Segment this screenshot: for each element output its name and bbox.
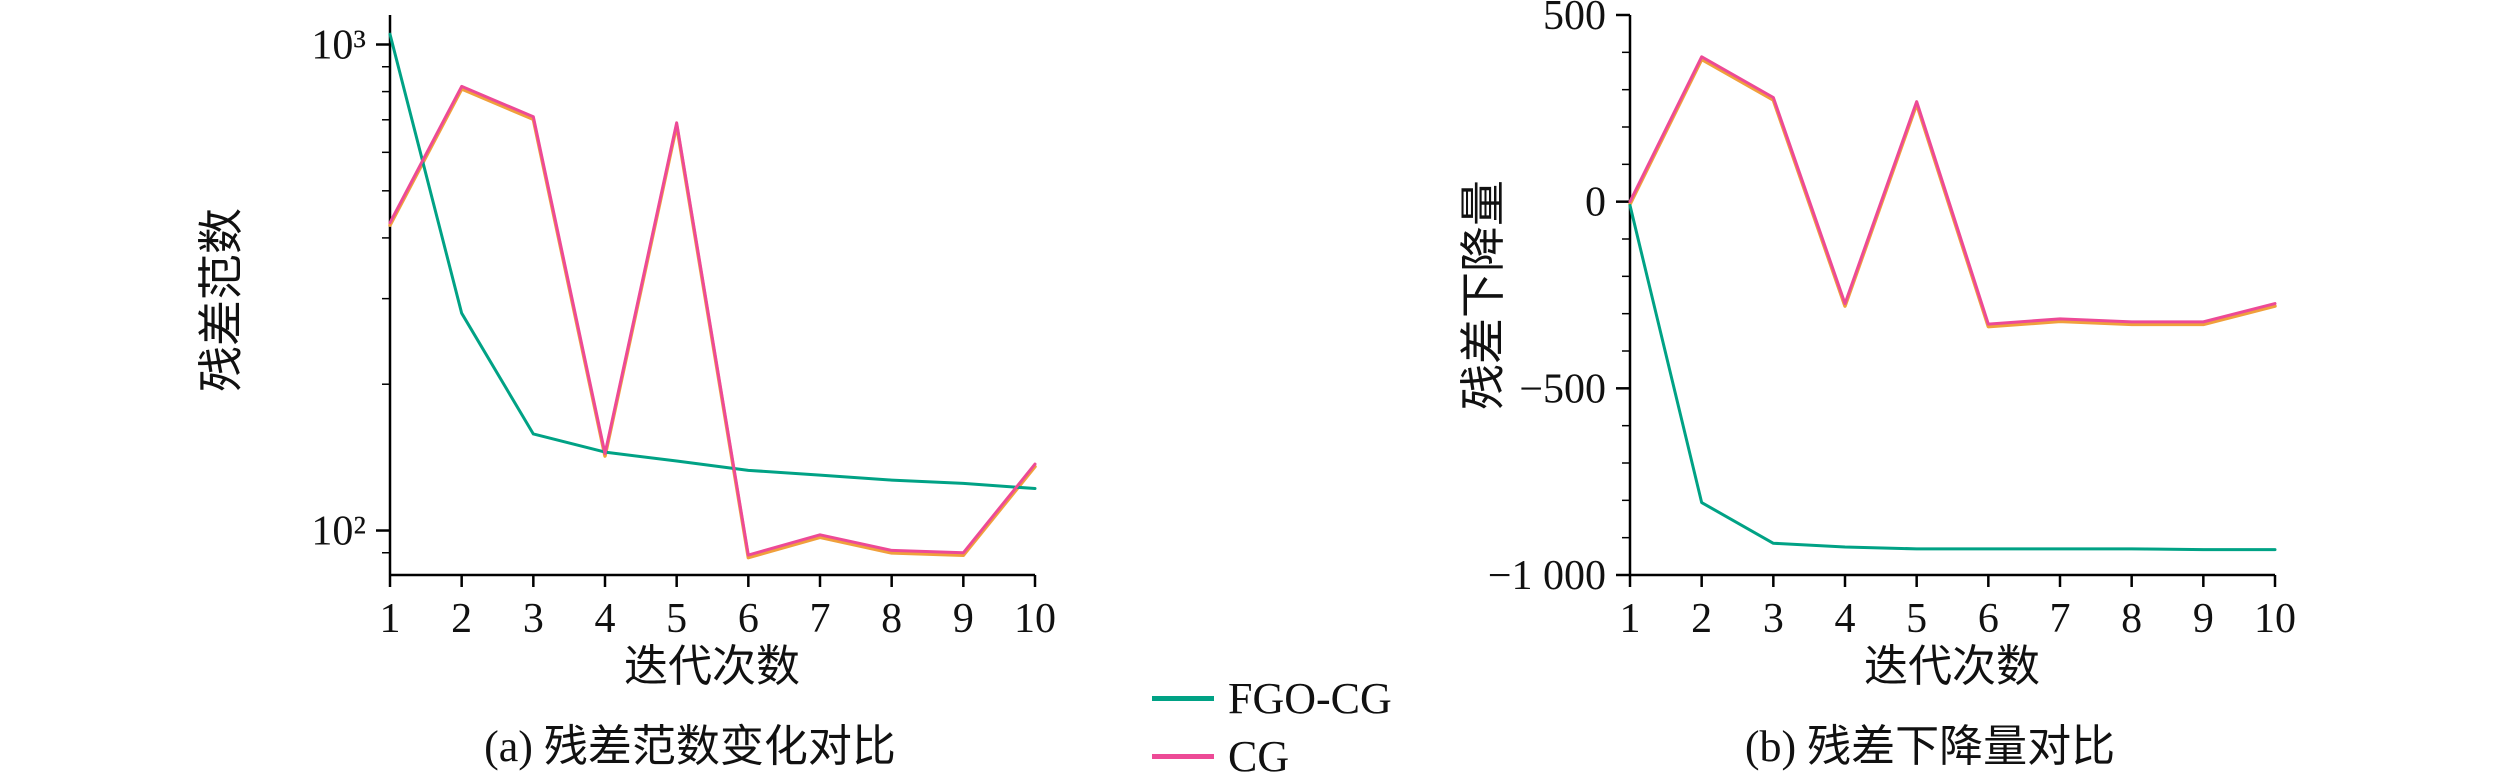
chart-a-ylabel: 残差范数 [196,208,247,392]
chart-b-caption: (b) 残差下降量对比 [1744,722,2116,771]
svg-text:10²: 10² [311,509,366,555]
svg-text:9: 9 [2193,596,2214,642]
legend-item-cg: CG [1152,730,1392,782]
svg-text:4: 4 [595,596,616,642]
svg-text:6: 6 [738,596,759,642]
chart-a-canvas: 10³ 10² 1 2 3 4 5 6 7 8 9 10 [311,15,1056,642]
chart-a-xlabel: 迭代次数 [624,642,800,691]
svg-text:9: 9 [953,596,974,642]
svg-text:2: 2 [451,596,472,642]
chart-a-caption: (a) 残差范数变化对比 [484,722,896,771]
legend-swatch-fgo-cg [1152,695,1214,701]
svg-text:3: 3 [1763,596,1784,642]
svg-text:10: 10 [2254,596,2296,642]
legend-label-cg: CG [1228,731,1290,781]
svg-text:5: 5 [666,596,687,642]
svg-text:1: 1 [380,596,401,642]
chart-b-xlabel: 迭代次数 [1864,642,2040,691]
svg-text:6: 6 [1978,596,1999,642]
legend: FGO-CG CG [1152,672,1392,782]
svg-text:10³: 10³ [311,23,366,69]
svg-text:−1 000: −1 000 [1488,553,1606,599]
svg-text:−500: −500 [1519,366,1606,412]
svg-text:500: 500 [1543,0,1606,39]
svg-text:3: 3 [523,596,544,642]
svg-text:0: 0 [1585,180,1606,226]
svg-text:8: 8 [2121,596,2142,642]
svg-text:1: 1 [1620,596,1641,642]
svg-text:5: 5 [1906,596,1927,642]
svg-text:2: 2 [1691,596,1712,642]
chart-b-ylabel: 残差下降量 [1458,180,1509,410]
legend-swatch-cg [1152,753,1214,759]
svg-text:4: 4 [1835,596,1856,642]
svg-text:10: 10 [1014,596,1056,642]
svg-text:8: 8 [881,596,902,642]
chart-b-canvas: 500 0 −500 −1 000 1 2 3 4 5 6 7 8 9 10 [1488,0,2296,642]
legend-item-fgo-cg: FGO-CG [1152,672,1392,724]
svg-text:7: 7 [2050,596,2071,642]
legend-label-fgo-cg: FGO-CG [1228,673,1392,723]
svg-text:7: 7 [810,596,831,642]
